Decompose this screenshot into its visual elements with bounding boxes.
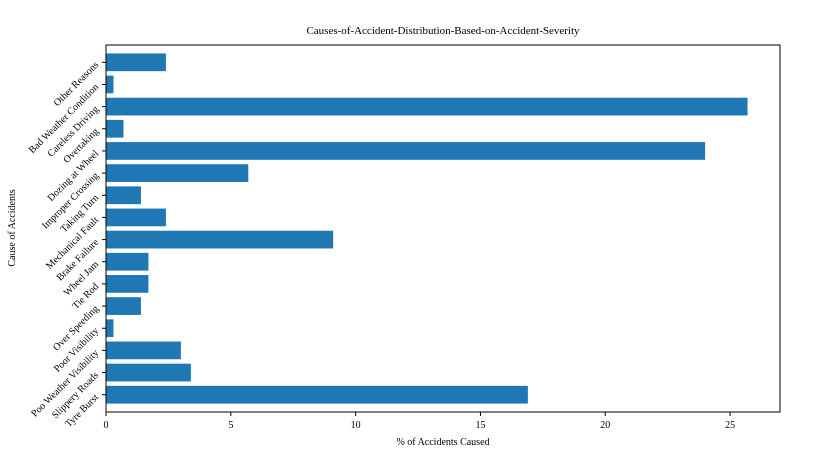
bar-tyre-burst (106, 385, 528, 404)
x-tick-label: 20 (600, 420, 610, 431)
bar-slippery-roads (106, 363, 191, 382)
bar-wheel-jam (106, 252, 149, 271)
x-tick-label: 10 (351, 420, 361, 431)
bar-over-speeding (106, 297, 141, 315)
x-tick-label: 0 (104, 420, 109, 431)
plot-frame (105, 44, 781, 413)
x-tick-label: 5 (228, 420, 233, 431)
bar-dozing-at-wheel (106, 142, 706, 160)
bar-taking-turn (106, 186, 141, 205)
bar-mechanical-fault (106, 208, 166, 227)
bar-poo-weather-visibility (106, 341, 181, 360)
bar-poor-visibility (106, 319, 114, 338)
bar-other-reasons (106, 53, 166, 72)
x-tick-label: 15 (475, 420, 485, 431)
bar-improper-crossing (106, 164, 249, 182)
bar-brake-failure (106, 230, 334, 249)
x-axis-label: % of Accidents Caused (396, 437, 489, 448)
bar-tie-rod (106, 275, 149, 293)
bar-bad-weather-condition (106, 75, 114, 94)
y-axis-label: Cause of Accidents (7, 189, 18, 266)
bar-careless-driving (106, 97, 748, 116)
bars-layer (106, 53, 748, 404)
bar-overtaking (106, 119, 124, 138)
x-tick-label: 25 (725, 420, 735, 431)
chart-title: Causes-of-Accident-Distribution-Based-on… (306, 25, 580, 37)
